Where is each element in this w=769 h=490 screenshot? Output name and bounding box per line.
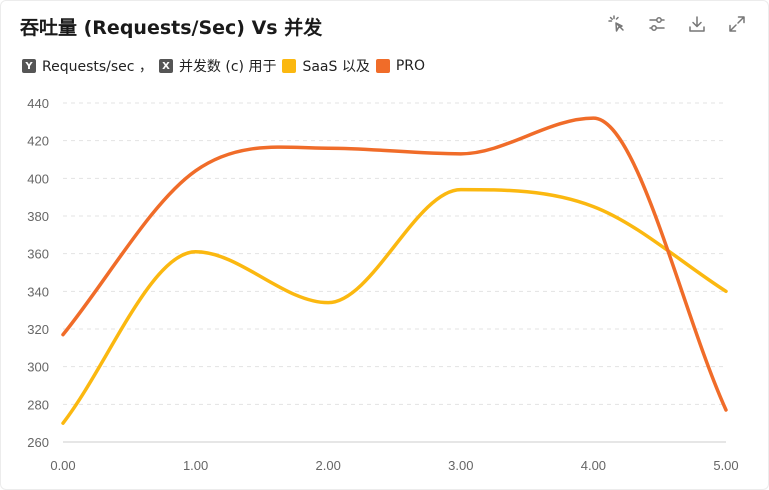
legend-x-axis-label: 并发数 (c) 用于 <box>178 59 277 75</box>
legend-series-saas[interactable]: SaaS 以及 <box>282 56 370 76</box>
pointer-select-icon[interactable] <box>606 13 628 35</box>
legend-x-axis[interactable]: X 并发数 (c) 用于 <box>158 56 277 76</box>
y-tick-label: 340 <box>27 284 49 299</box>
chart-toolbar <box>606 13 748 35</box>
x-axis-badge: X <box>158 59 173 73</box>
chart-legend: Y Requests/sec ， X 并发数 (c) 用于 SaaS 以及 PR… <box>22 56 431 76</box>
legend-swatch-pro <box>375 59 390 73</box>
y-tick-label: 260 <box>27 435 49 450</box>
y-tick-label: 380 <box>27 209 49 224</box>
y-tick-label: 360 <box>27 247 49 262</box>
y-tick-label: 440 <box>27 96 49 111</box>
y-axis-badge: Y <box>22 59 36 73</box>
x-tick-label: 2.00 <box>316 458 341 473</box>
legend-series-pro-label: PRO <box>395 58 426 74</box>
download-icon[interactable] <box>686 13 708 35</box>
y-tick-label: 280 <box>27 397 49 412</box>
legend-series-pro[interactable]: PRO <box>375 58 426 74</box>
series-line-pro <box>61 116 728 412</box>
legend-series-saas-label: SaaS 以及 <box>302 59 370 75</box>
x-tick-label: 3.00 <box>448 458 473 473</box>
y-tick-label: 320 <box>27 322 49 337</box>
x-tick-label: 0.00 <box>50 458 75 473</box>
sliders-icon[interactable] <box>646 13 668 35</box>
chart-title: 吞吐量 (Requests/Sec) Vs 并发 <box>20 17 323 39</box>
expand-icon[interactable] <box>726 13 748 35</box>
legend-y-axis-label: Requests/sec ， <box>42 59 153 75</box>
x-tick-label: 1.00 <box>183 458 208 473</box>
legend-swatch-saas <box>282 59 297 73</box>
x-tick-label: 5.00 <box>713 458 738 473</box>
legend-y-axis[interactable]: Y Requests/sec ， <box>22 56 153 76</box>
x-tick-label: 4.00 <box>581 458 606 473</box>
y-tick-label: 420 <box>27 134 49 149</box>
y-tick-label: 400 <box>27 171 49 186</box>
series-line-saas <box>61 187 728 425</box>
y-tick-label: 300 <box>27 360 49 375</box>
